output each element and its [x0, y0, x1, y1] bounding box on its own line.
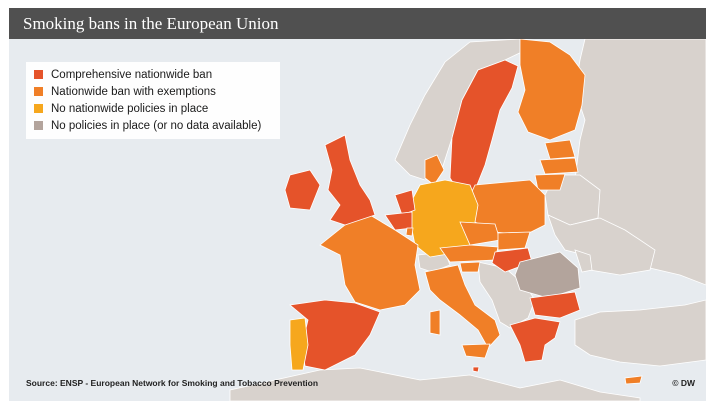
- title-bar: Smoking bans in the European Union: [9, 8, 706, 39]
- legend-swatch: [34, 104, 43, 113]
- land-turkey: [574, 299, 706, 367]
- legend-item-no-nationwide: No nationwide policies in place: [34, 100, 272, 117]
- land-ukraine: [547, 214, 656, 276]
- europe-map: [9, 39, 706, 401]
- map-title: Smoking bans in the European Union: [23, 14, 279, 33]
- country-italy: [424, 264, 501, 349]
- legend-label: No nationwide policies in place: [51, 102, 209, 115]
- country-latvia: [539, 157, 579, 175]
- country-estonia: [544, 139, 576, 160]
- country-sweden: [449, 59, 519, 194]
- country-luxembourg: [405, 227, 414, 237]
- country-bulgaria: [529, 291, 581, 319]
- country-united-kingdom: [324, 134, 376, 226]
- country-greece: [509, 317, 561, 363]
- country-romania: [514, 251, 581, 299]
- country-ireland: [284, 169, 321, 211]
- country-portugal: [289, 317, 309, 371]
- legend-swatch: [34, 121, 43, 130]
- country-slovakia: [497, 231, 531, 251]
- credit: © DW: [672, 378, 695, 388]
- country-netherlands: [394, 189, 416, 216]
- country-sardinia: [429, 309, 441, 336]
- legend-label: Comprehensive nationwide ban: [51, 68, 213, 81]
- legend-label: Nationwide ban with exemptions: [51, 85, 216, 98]
- legend-swatch: [34, 70, 43, 79]
- country-austria: [439, 244, 499, 263]
- land-moldova: [574, 249, 593, 273]
- country-lithuania: [534, 173, 566, 191]
- legend: Comprehensive nationwide ban Nationwide …: [26, 62, 280, 139]
- legend-swatch: [34, 87, 43, 96]
- country-finland: [517, 39, 586, 141]
- country-slovenia: [459, 261, 481, 273]
- country-cyprus: [624, 375, 643, 385]
- country-france: [319, 214, 421, 311]
- country-malta: [472, 366, 480, 373]
- country-sicily: [461, 343, 491, 359]
- land-africa: [229, 367, 641, 401]
- legend-item-comprehensive: Comprehensive nationwide ban: [34, 66, 272, 83]
- legend-label: No policies in place (or no data availab…: [51, 119, 262, 132]
- country-denmark: [424, 154, 445, 186]
- legend-item-no-policies: No policies in place (or no data availab…: [34, 117, 272, 134]
- source-note: Source: ENSP - European Network for Smok…: [26, 378, 319, 388]
- legend-item-exemptions: Nationwide ban with exemptions: [34, 83, 272, 100]
